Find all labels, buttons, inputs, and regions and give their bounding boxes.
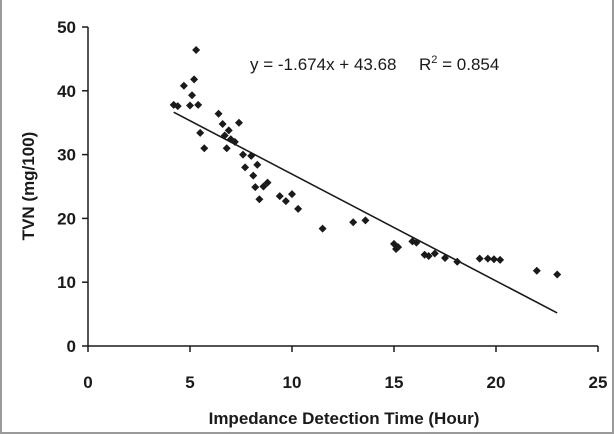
- data-point: [263, 178, 272, 187]
- data-point: [218, 119, 227, 128]
- data-point: [200, 144, 209, 153]
- data-point: [196, 128, 205, 137]
- data-point: [247, 151, 256, 160]
- data-point: [483, 254, 492, 263]
- data-point: [489, 255, 498, 264]
- data-point: [275, 192, 284, 201]
- data-point: [424, 252, 433, 261]
- data-point: [251, 183, 260, 192]
- trendline-equation: y = -1.674x + 43.68: [250, 55, 397, 74]
- x-axis-title: Impedance Detection Time (Hour): [209, 409, 480, 428]
- data-point: [173, 102, 182, 111]
- x-tick-label: 0: [83, 373, 92, 392]
- data-point: [234, 118, 243, 127]
- y-tick-label: 20: [57, 209, 76, 228]
- data-point: [214, 109, 223, 118]
- y-axis-title: TVN (mg/100): [19, 132, 38, 241]
- data-point: [532, 266, 541, 275]
- x-tick-marks: [87, 346, 599, 352]
- data-point: [281, 197, 290, 206]
- data-point: [255, 195, 264, 204]
- data-point: [430, 249, 439, 258]
- r-squared-label: R2 = 0.854: [419, 54, 499, 74]
- data-point: [192, 45, 201, 54]
- data-point: [179, 81, 188, 90]
- y-tick-marks: [82, 26, 88, 347]
- data-point: [361, 216, 370, 225]
- data-point: [230, 137, 239, 146]
- data-point: [222, 144, 231, 153]
- data-point: [441, 253, 449, 262]
- y-tick-label: 30: [57, 146, 76, 165]
- data-point: [224, 126, 233, 135]
- y-tick-label: 50: [57, 18, 76, 37]
- data-point: [288, 190, 296, 199]
- x-tick-label: 10: [283, 373, 302, 392]
- data-point: [241, 163, 250, 172]
- data-point: [553, 270, 562, 279]
- data-point: [190, 75, 199, 84]
- y-tick-label: 10: [57, 273, 76, 292]
- data-point: [349, 218, 358, 227]
- x-tick-label: 25: [589, 373, 608, 392]
- data-point: [412, 238, 421, 247]
- data-point: [186, 101, 194, 110]
- data-point: [253, 160, 262, 169]
- data-point: [220, 131, 229, 140]
- data-point: [188, 91, 197, 100]
- data-point: [453, 257, 462, 266]
- data-point: [318, 224, 327, 233]
- data-point: [194, 100, 203, 109]
- y-tick-labels: 0 10 20 30 40 50: [57, 18, 76, 356]
- y-tick-label: 0: [67, 337, 76, 356]
- x-tick-label: 5: [185, 373, 194, 392]
- y-tick-label: 40: [57, 82, 76, 101]
- x-tick-labels: 0 5 10 15 20 25: [83, 373, 607, 392]
- data-point: [496, 255, 505, 264]
- trendline: [173, 111, 558, 314]
- data-point: [239, 150, 248, 159]
- x-tick-label: 15: [385, 373, 404, 392]
- data-point: [249, 171, 258, 180]
- data-points: [169, 45, 562, 279]
- data-point: [394, 243, 403, 252]
- x-tick-label: 20: [487, 373, 506, 392]
- data-point: [294, 204, 303, 213]
- data-point: [475, 254, 484, 263]
